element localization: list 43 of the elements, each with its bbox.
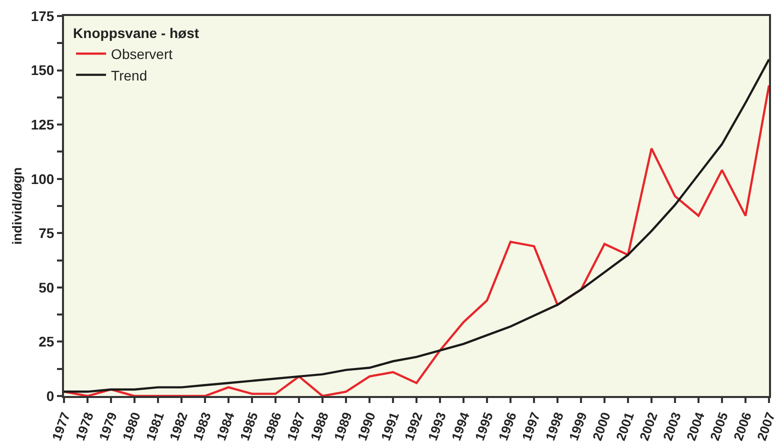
x-tick-label: 1997: [518, 410, 543, 443]
x-tick-label: 2007: [754, 410, 778, 443]
x-tick-label: 2001: [612, 410, 637, 443]
x-tick-label: 1979: [96, 410, 120, 443]
x-tick-label: 2002: [636, 410, 660, 443]
y-tick-label: 125: [30, 116, 54, 132]
x-tick-label: 1999: [566, 410, 590, 443]
legend-label: Trend: [111, 67, 148, 84]
x-tick-label: 1991: [378, 410, 402, 443]
legend-label: Observert: [111, 46, 173, 62]
x-tick-label: 1988: [307, 410, 332, 443]
x-tick-label: 1978: [72, 410, 96, 443]
y-tick-label: 0: [46, 388, 54, 404]
x-tick-label: 2005: [706, 410, 731, 443]
x-tick-label: 1984: [213, 409, 238, 443]
y-tick-label: 50: [38, 279, 54, 296]
x-tick-label: 1980: [119, 410, 144, 443]
x-tick-label: 1982: [166, 410, 190, 443]
x-tick-label: 1989: [330, 410, 355, 443]
x-tick-label: 1994: [448, 409, 473, 443]
x-tick-label: 2000: [589, 410, 614, 443]
x-tick-label: 1996: [495, 410, 520, 443]
y-tick-label: 175: [30, 8, 54, 24]
x-tick-label: 1995: [472, 410, 496, 443]
x-tick-label: 2003: [660, 410, 684, 443]
x-tick-label: 1993: [424, 410, 449, 443]
y-tick-label: 100: [30, 170, 54, 187]
x-tick-label: 1986: [260, 410, 284, 443]
x-tick-label: 1985: [236, 410, 261, 443]
y-tick-label: 150: [30, 62, 54, 78]
x-tick-label: 1987: [284, 410, 308, 443]
y-tick-label: 75: [38, 225, 54, 242]
x-tick-label: 2004: [683, 409, 708, 443]
y-axis-title: individ/døgn: [9, 167, 24, 245]
x-tick-label: 1990: [354, 410, 378, 443]
x-tick-label: 1998: [542, 410, 566, 443]
x-tick-label: 1977: [48, 410, 73, 443]
legend-title: Knoppsvane - høst: [73, 25, 200, 41]
x-tick-label: 1983: [190, 410, 214, 443]
x-tick-label: 1981: [142, 410, 167, 443]
x-tick-label: 2006: [730, 410, 754, 443]
x-tick-label: 1992: [401, 410, 426, 443]
y-tick-label: 25: [38, 334, 54, 350]
